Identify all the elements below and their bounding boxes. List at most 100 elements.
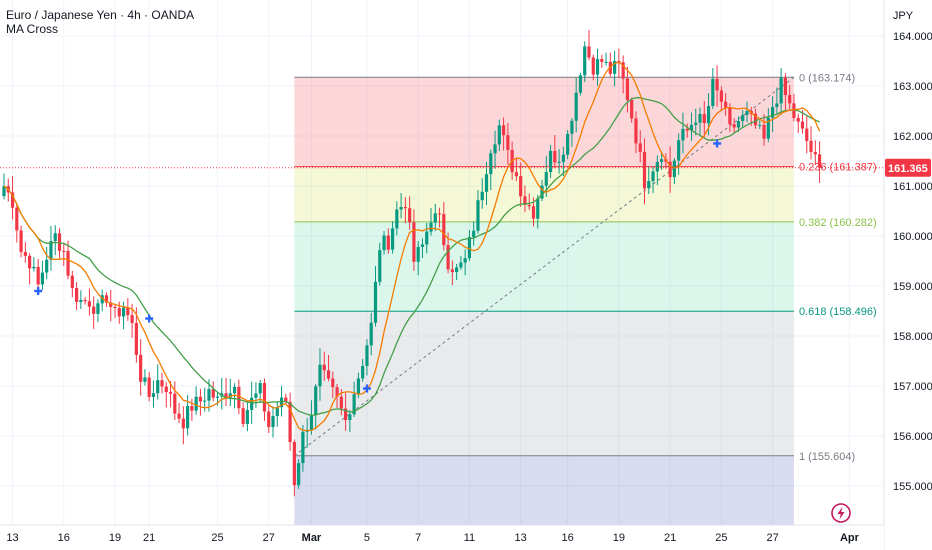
candle-body: [15, 207, 19, 231]
candle-body: [117, 308, 121, 317]
candle-body: [519, 176, 523, 197]
candle: [344, 392, 348, 431]
candle-body: [339, 396, 343, 409]
candle-body: [126, 307, 130, 316]
candle-body: [788, 95, 792, 104]
candle: [126, 298, 130, 321]
lightning-logo-icon[interactable]: [830, 502, 852, 524]
candle-body: [228, 393, 232, 398]
candle: [194, 386, 198, 415]
currency-label[interactable]: JPY: [892, 10, 914, 22]
candle-body: [642, 151, 647, 189]
candle: [378, 242, 382, 286]
candle-body: [523, 196, 527, 205]
candle: [53, 225, 57, 256]
candle-body: [399, 207, 403, 210]
candle-body: [706, 106, 711, 124]
candle: [156, 364, 160, 400]
indicator-label[interactable]: MA Cross: [6, 22, 59, 36]
candle-body: [570, 120, 574, 134]
candle-body: [36, 266, 40, 285]
time-axis-bg: [0, 525, 884, 550]
candle-body: [83, 299, 87, 302]
candle-body: [275, 407, 279, 417]
candle-body: [561, 154, 565, 162]
candle: [49, 225, 53, 271]
candle-body: [57, 233, 62, 251]
candle-body: [301, 431, 305, 464]
candle-body: [373, 281, 378, 323]
candle-body: [472, 230, 476, 238]
candle-body: [800, 121, 805, 129]
candle-body: [771, 107, 775, 118]
candle-body: [711, 78, 715, 107]
candle: [220, 377, 224, 410]
candle-body: [19, 230, 23, 252]
candle-body: [258, 383, 262, 394]
candle-body: [194, 396, 198, 411]
candle: [659, 151, 664, 170]
candle: [800, 109, 805, 134]
candle: [724, 93, 728, 116]
candle-body: [177, 413, 181, 419]
candle-body: [331, 378, 335, 388]
candle: [164, 381, 168, 408]
candle-body: [62, 250, 66, 252]
candle-body: [403, 207, 407, 209]
symbol-title[interactable]: Euro / Japanese Yen · 4h · OANDA: [6, 8, 195, 22]
candle: [83, 297, 87, 305]
candle: [386, 228, 390, 254]
candle-body: [775, 103, 779, 108]
candle: [92, 296, 96, 329]
candle-body: [147, 377, 151, 397]
candle-body: [506, 135, 510, 150]
candle: [557, 149, 561, 174]
candle: [553, 135, 557, 169]
cross-marker-icon: [34, 287, 43, 295]
candle-body: [113, 306, 117, 309]
fibonacci-retracement[interactable]: 0 (163.174)0.236 (161.387)0.382 (160.282…: [294, 72, 877, 525]
candle-body: [783, 77, 788, 96]
candle: [681, 112, 685, 154]
candle-body: [493, 144, 497, 154]
candle-body: [578, 75, 583, 93]
candle: [634, 111, 638, 153]
candle-body: [198, 396, 203, 402]
candle-body: [224, 393, 228, 398]
candle: [45, 246, 49, 280]
candle-body: [344, 408, 348, 421]
candle: [651, 166, 655, 193]
candle-body: [796, 117, 800, 122]
candle: [318, 348, 322, 401]
candle: [36, 258, 40, 290]
candle: [416, 240, 420, 276]
candle-body: [591, 57, 595, 75]
candle-body: [655, 161, 659, 172]
time-axis[interactable]: 13 16 19 21 25 27 Mar 5 7 11 13 16 19 21 25 27 Apr: [0, 524, 884, 550]
time-tick-label: 16: [562, 532, 574, 544]
candle-body: [211, 389, 215, 398]
candle: [224, 377, 228, 407]
candle-body: [604, 61, 608, 63]
candle: [668, 146, 672, 193]
price-tick-label: 161.000: [893, 181, 932, 193]
candle: [711, 68, 715, 110]
candle-body: [254, 393, 258, 398]
candle-body: [817, 154, 822, 168]
candle: [390, 221, 395, 254]
candle-body: [53, 233, 57, 242]
time-tick-label: 13: [6, 532, 18, 544]
candle-body: [395, 209, 399, 229]
candle: [412, 209, 416, 271]
candle: [519, 162, 523, 207]
candle: [796, 113, 800, 134]
candle-body: [476, 200, 480, 231]
candle: [762, 114, 766, 146]
candle-body: [318, 364, 322, 387]
candle: [134, 307, 138, 363]
candle-body: [694, 122, 698, 125]
candle-body: [514, 172, 518, 177]
candle-body: [70, 275, 74, 288]
